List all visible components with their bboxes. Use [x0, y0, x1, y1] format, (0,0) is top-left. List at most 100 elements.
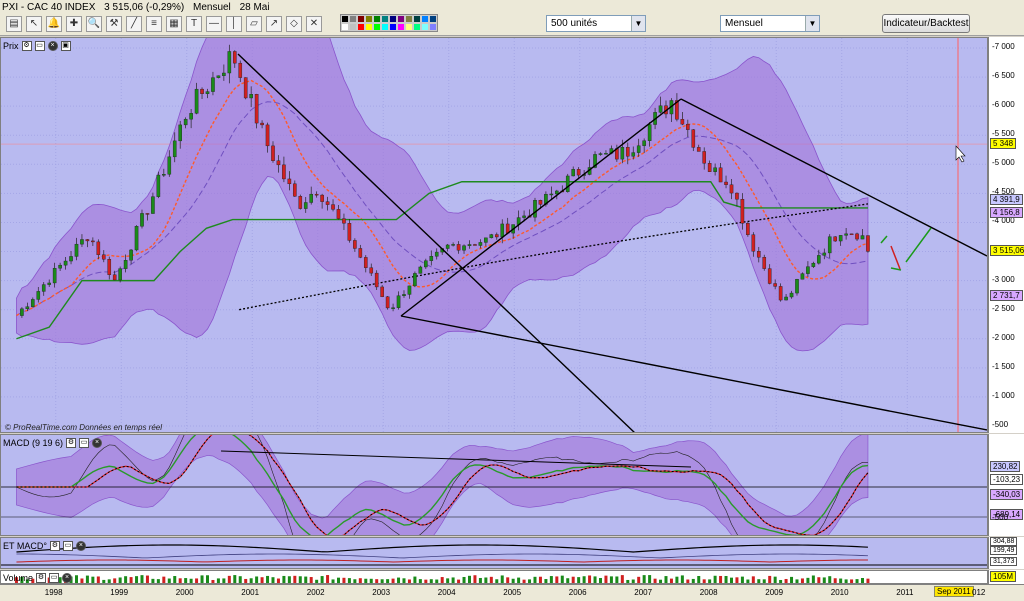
color-swatch[interactable]	[413, 23, 421, 31]
grid-icon[interactable]: ▦	[166, 16, 182, 32]
symbol-label: PXI - CAC 40 INDEX	[2, 2, 96, 13]
mouse-cursor	[955, 145, 966, 163]
color-swatch[interactable]	[365, 15, 373, 23]
text-icon[interactable]: T	[186, 16, 202, 32]
et-macd-panel[interactable]: ET MACD° ⚙ ▭ ×	[0, 537, 988, 569]
wrench-icon[interactable]: ⚙	[66, 437, 77, 448]
volume-bar	[222, 578, 226, 583]
color-swatch[interactable]	[397, 23, 405, 31]
color-swatch[interactable]	[389, 23, 397, 31]
color-swatch[interactable]	[349, 15, 357, 23]
volume-bar	[336, 577, 340, 583]
color-swatch[interactable]	[421, 15, 429, 23]
shape-icon[interactable]: ◇	[286, 16, 302, 32]
volume-bar	[31, 578, 35, 583]
volume-bar	[593, 576, 597, 583]
units-select[interactable]: 500 unités ▼	[546, 15, 646, 32]
candle	[866, 235, 870, 252]
color-swatch[interactable]	[421, 23, 429, 31]
crosshair-icon[interactable]: ✚	[66, 16, 82, 32]
wrench-icon[interactable]: ⚙	[21, 40, 32, 51]
color-palette[interactable]	[340, 14, 438, 32]
macd-histogram	[16, 435, 868, 535]
color-swatch[interactable]	[373, 15, 381, 23]
vline-icon[interactable]: │	[226, 16, 242, 32]
chart-icon[interactable]: ▤	[6, 16, 22, 32]
volume-bar	[255, 576, 259, 583]
close-icon[interactable]: ×	[47, 40, 58, 51]
candle	[129, 249, 133, 261]
x-tick-label: 2005	[503, 588, 522, 597]
volume-panel[interactable]: Volume ⚙ ▭ ×	[0, 570, 988, 584]
hline-icon[interactable]: —	[206, 16, 222, 32]
candle	[844, 233, 848, 236]
volume-bar	[811, 575, 815, 583]
volume-chart	[14, 575, 870, 583]
color-swatch[interactable]	[381, 23, 389, 31]
candle	[172, 140, 177, 158]
x-tick-label: 2006	[568, 588, 587, 597]
volume-bar	[358, 578, 362, 583]
candle	[756, 251, 761, 258]
window-icon[interactable]: ▭	[62, 540, 73, 551]
candle	[675, 100, 679, 120]
x-tick-label: 2002	[306, 588, 325, 597]
color-swatch[interactable]	[413, 15, 421, 23]
candle	[96, 241, 101, 255]
delete-icon[interactable]: ✕	[306, 16, 322, 32]
color-swatch[interactable]	[405, 23, 413, 31]
color-swatch[interactable]	[381, 15, 389, 23]
candle	[735, 192, 739, 200]
close-icon[interactable]: ×	[75, 540, 86, 551]
candle	[47, 282, 51, 285]
macd-panel[interactable]: MACD (9 19 6) ⚙ ▭ ×	[0, 434, 988, 536]
zoom-icon[interactable]: 🔍	[86, 16, 102, 32]
color-swatch[interactable]	[389, 15, 397, 23]
lock-icon[interactable]: ▣	[60, 40, 71, 51]
window-icon[interactable]: ▭	[79, 437, 90, 448]
fibonacci-icon[interactable]: ≡	[146, 16, 162, 32]
volume-bar	[729, 577, 733, 583]
channel-icon[interactable]: ▱	[246, 16, 262, 32]
color-swatch[interactable]	[429, 23, 437, 31]
close-icon[interactable]: ×	[92, 437, 103, 448]
candle	[63, 260, 68, 266]
y-tick-label: -3 000	[992, 274, 1015, 284]
candle	[691, 129, 696, 148]
x-tick-label: 2009	[765, 588, 784, 597]
color-swatch[interactable]	[373, 23, 381, 31]
timeframe-select[interactable]: Mensuel ▼	[720, 15, 820, 32]
color-swatch[interactable]	[365, 23, 373, 31]
line-icon[interactable]: ╱	[126, 16, 142, 32]
price-panel[interactable]: Prix ⚙ ▭ × ▣ © ProRealTime.com Données e…	[0, 37, 988, 433]
volume-bar	[850, 579, 854, 583]
color-swatch[interactable]	[429, 15, 437, 23]
color-swatch[interactable]	[405, 15, 413, 23]
window-icon[interactable]: ▭	[49, 572, 60, 583]
price-label: 3 515,06 (-0,29%)	[104, 2, 185, 13]
price-tag: 2 731,7	[990, 290, 1023, 302]
volume-bar	[467, 575, 471, 583]
wrench-icon[interactable]: ⚙	[36, 572, 47, 583]
alert-icon[interactable]: 🔔	[46, 16, 62, 32]
candle	[538, 200, 543, 205]
color-swatch[interactable]	[341, 23, 349, 31]
candle	[183, 118, 188, 126]
wrench-icon[interactable]: ⚙	[49, 540, 60, 551]
color-swatch[interactable]	[397, 15, 405, 23]
color-swatch[interactable]	[357, 15, 365, 23]
window-icon[interactable]: ▭	[34, 40, 45, 51]
color-swatch[interactable]	[341, 15, 349, 23]
close-icon[interactable]: ×	[62, 572, 73, 583]
volume-bar	[680, 575, 684, 583]
cursor-icon[interactable]: ↖	[26, 16, 42, 32]
color-swatch[interactable]	[357, 23, 365, 31]
volume-bar	[391, 578, 395, 583]
color-swatch[interactable]	[349, 23, 357, 31]
indicator-backtest-button[interactable]: Indicateur/Backtest	[882, 14, 970, 33]
candle	[817, 255, 821, 264]
hammer-icon[interactable]: ⚒	[106, 16, 122, 32]
candle	[31, 299, 35, 307]
candle	[576, 169, 581, 176]
arrow-icon[interactable]: ↗	[266, 16, 282, 32]
